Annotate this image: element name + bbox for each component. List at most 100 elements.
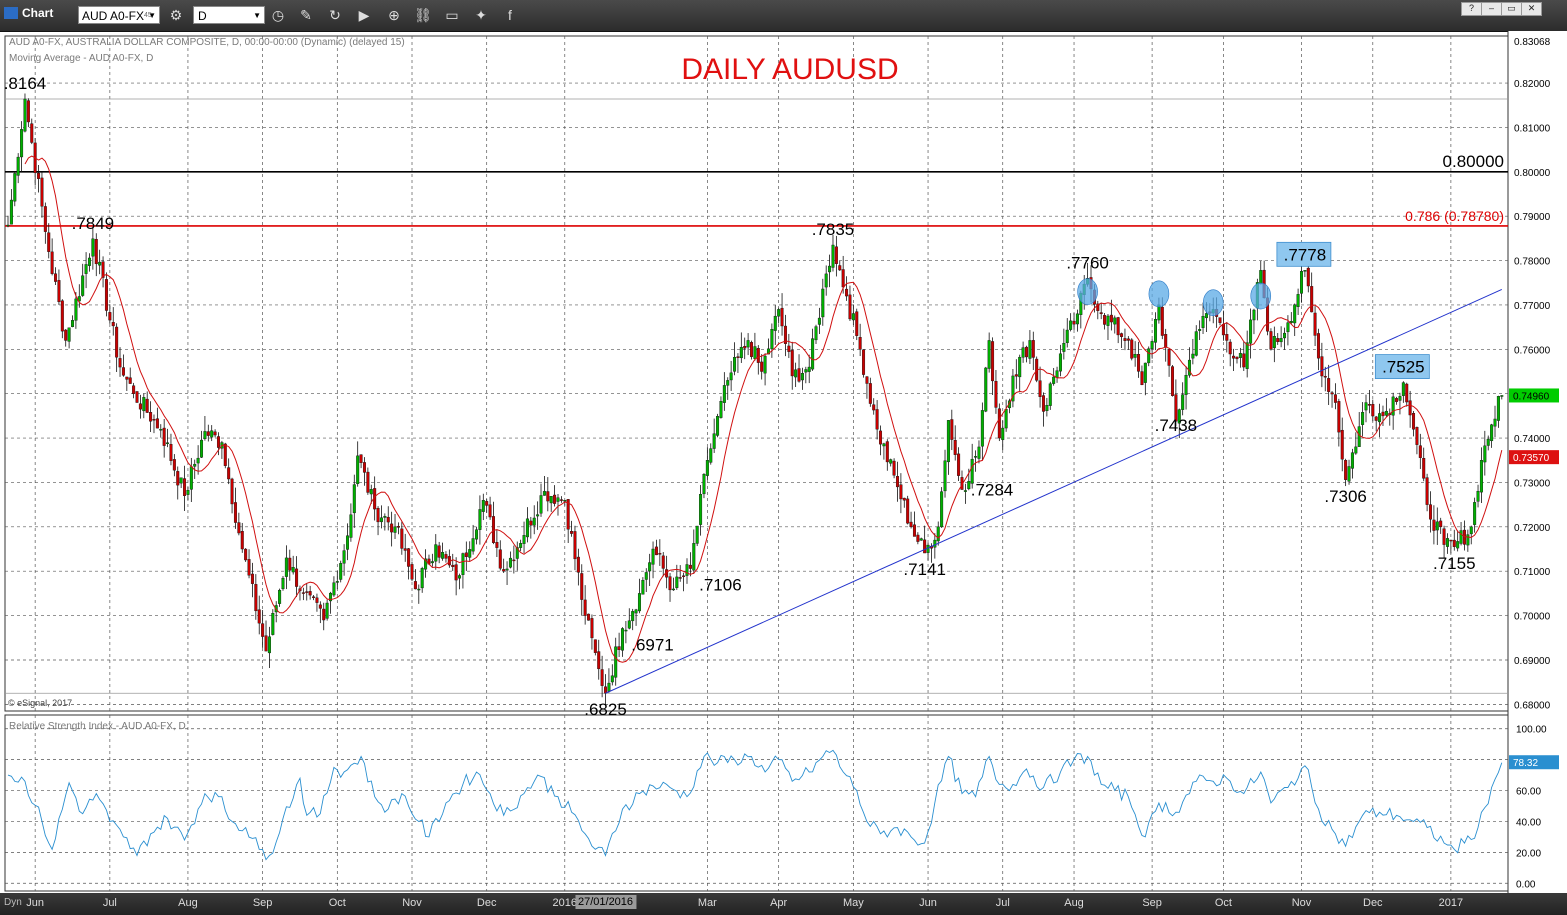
- price-annotation: .6825: [584, 700, 627, 719]
- candle-body: [1327, 378, 1331, 392]
- candle-body: [1272, 336, 1276, 349]
- candle-body: [437, 545, 441, 558]
- copyright-label: © eSignal, 2017: [8, 698, 72, 708]
- x-tick-label: Oct: [1214, 897, 1232, 909]
- refresh-icon[interactable]: ↻: [329, 7, 341, 23]
- settings-icon[interactable]: ⚙: [169, 7, 183, 23]
- rsi-header: Relative Strength Index - AUD A0-FX, D: [9, 721, 186, 732]
- chat-icon[interactable]: ▭: [445, 7, 459, 23]
- x-tick-label: 2017: [1438, 897, 1464, 909]
- x-tick-label: Apr: [770, 897, 788, 909]
- chevron-down-icon[interactable]: ▼: [148, 11, 156, 20]
- candle-body: [726, 380, 730, 386]
- candle-body: [953, 440, 957, 455]
- candle-body: [855, 311, 859, 336]
- link-icon[interactable]: ⛓: [414, 7, 432, 23]
- candle-body: [627, 620, 631, 629]
- highlight-ellipse: [1202, 289, 1224, 317]
- candle-body: [40, 177, 44, 207]
- candle-body: [74, 298, 78, 321]
- candle-body: [977, 446, 981, 459]
- help-button[interactable]: ?: [1461, 2, 1482, 16]
- candle-body: [692, 543, 696, 571]
- price-annotation: .8164: [4, 74, 47, 93]
- interval-select[interactable]: D ▼: [193, 6, 265, 24]
- candle-body: [902, 497, 906, 501]
- y-tick-label: 0.71000: [1514, 567, 1551, 578]
- candle-body: [1374, 416, 1378, 421]
- candle-body: [525, 518, 529, 538]
- rsi-tick-label: 20.00: [1516, 848, 1541, 859]
- candle-body: [834, 246, 838, 264]
- maximize-button[interactable]: ▭: [1501, 2, 1522, 16]
- zoom-icon[interactable]: ⊕: [388, 7, 400, 23]
- annotation-box: [1276, 241, 1332, 267]
- ma-price-badge: [1509, 450, 1559, 465]
- candle-body: [773, 315, 777, 331]
- candle-body: [950, 419, 954, 440]
- chart-icon: [4, 7, 18, 19]
- candle-body: [498, 549, 502, 569]
- candle-body: [491, 516, 495, 543]
- candle-body: [709, 448, 713, 463]
- candle-body: [183, 478, 187, 496]
- x-tick-label: Sep: [252, 897, 273, 909]
- play-icon[interactable]: ▶: [358, 7, 370, 23]
- price-annotation: .7306: [1324, 487, 1367, 506]
- candle-body: [1099, 312, 1103, 315]
- candle-body: [1218, 317, 1222, 323]
- twitter-icon[interactable]: ✦: [475, 7, 487, 23]
- symbol-input[interactable]: AUD A0-FX45 ▼: [78, 6, 160, 24]
- candle-body: [1157, 304, 1161, 321]
- candle-body: [1378, 413, 1382, 423]
- candle-body: [865, 376, 869, 384]
- candle-body: [654, 546, 658, 556]
- candle-body: [142, 397, 146, 412]
- candle-body: [797, 368, 801, 382]
- chart-header-line: Moving Average - AUD A0-FX, D: [9, 53, 153, 64]
- candle-body: [71, 320, 75, 327]
- candle-body: [991, 341, 995, 382]
- rsi-tick-label: 0.00: [1516, 879, 1536, 890]
- y-tick-label: 0.74000: [1514, 434, 1551, 445]
- candle-body: [264, 635, 268, 652]
- highlight-ellipse: [1250, 282, 1272, 310]
- candle-body: [1269, 331, 1273, 350]
- candle-body: [831, 244, 835, 268]
- candle-body: [1055, 370, 1059, 378]
- candle-body: [1412, 413, 1416, 430]
- y-tick-label: 0.79000: [1514, 212, 1551, 223]
- candle-body: [444, 554, 448, 559]
- candle-body: [91, 238, 95, 257]
- chart-app-label[interactable]: Chart: [4, 6, 53, 20]
- clock-icon[interactable]: ◷: [271, 7, 285, 23]
- candle-body: [916, 534, 920, 542]
- candle-body: [206, 431, 210, 436]
- candle-body: [512, 559, 516, 562]
- chevron-down-icon[interactable]: ▼: [253, 11, 261, 20]
- candle-body: [1483, 445, 1487, 463]
- close-button[interactable]: ✕: [1521, 2, 1542, 16]
- candle-body: [196, 457, 200, 464]
- candle-body: [644, 572, 648, 580]
- candle-body: [1201, 315, 1205, 328]
- candle-body: [261, 623, 265, 637]
- candle-body: [1456, 541, 1460, 549]
- pencil-icon[interactable]: ✎: [300, 7, 312, 23]
- candle-body: [1069, 320, 1073, 330]
- candle-body: [838, 265, 842, 271]
- minimize-button[interactable]: –: [1481, 2, 1502, 16]
- candle-body: [1418, 445, 1422, 458]
- facebook-icon[interactable]: f: [508, 7, 512, 23]
- highlight-ellipse: [1077, 278, 1098, 305]
- candle-body: [1031, 340, 1035, 358]
- candle-body: [750, 342, 754, 357]
- price-chart[interactable]: 0.82000 0.81000 0.80000 0.79000 0.78000 0.770…: [0, 31, 1567, 893]
- candle-body: [661, 555, 665, 569]
- candle-body: [1432, 519, 1436, 531]
- candle-body: [125, 376, 129, 380]
- candle-body: [108, 312, 112, 321]
- candle-body: [1187, 359, 1191, 376]
- candle-body: [1137, 354, 1141, 372]
- candle-body: [332, 582, 336, 596]
